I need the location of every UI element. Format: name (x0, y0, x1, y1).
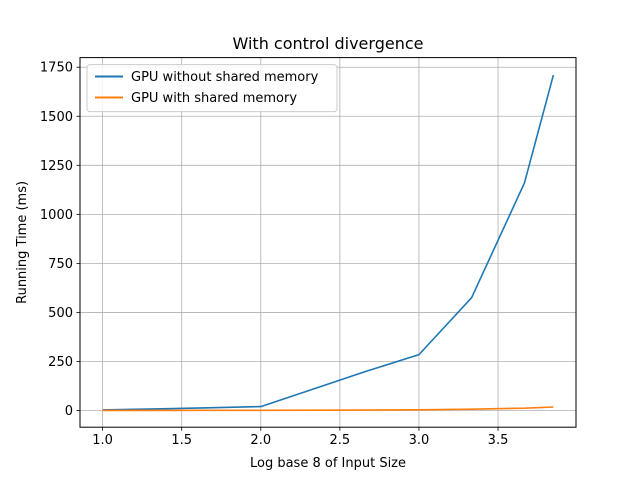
y-tick-label: 1750 (40, 61, 73, 76)
series-line-1 (102, 74, 555, 411)
y-tick-label: 1500 (40, 110, 73, 125)
x-tick-label: 2.5 (330, 433, 351, 448)
x-tick-label: 1.5 (171, 433, 192, 448)
y-axis-label: Running Time (ms) (15, 181, 30, 304)
chart-title: With control divergence (233, 34, 424, 53)
x-tick-label: 2.0 (250, 433, 271, 448)
x-tick-label: 1.0 (92, 433, 113, 448)
plot-area (79, 57, 577, 428)
series-line-2 (102, 406, 554, 412)
x-tick-label: 3.0 (409, 433, 430, 448)
legend-label-series-2: GPU with shared memory (131, 91, 297, 106)
y-tick-label: 1000 (40, 208, 73, 223)
y-tick-label: 750 (48, 257, 73, 272)
legend: GPU without shared memory GPU with share… (86, 64, 338, 113)
y-tick-label: 500 (48, 306, 73, 321)
y-tick-label: 250 (48, 355, 73, 370)
y-tick-label: 0 (65, 404, 73, 419)
x-tick-label: 3.5 (488, 433, 509, 448)
x-axis-label: Log base 8 of Input Size (250, 456, 406, 471)
y-tick-label: 1250 (40, 159, 73, 174)
legend-label-series-1: GPU without shared memory (131, 70, 319, 85)
legend-box (86, 64, 338, 113)
